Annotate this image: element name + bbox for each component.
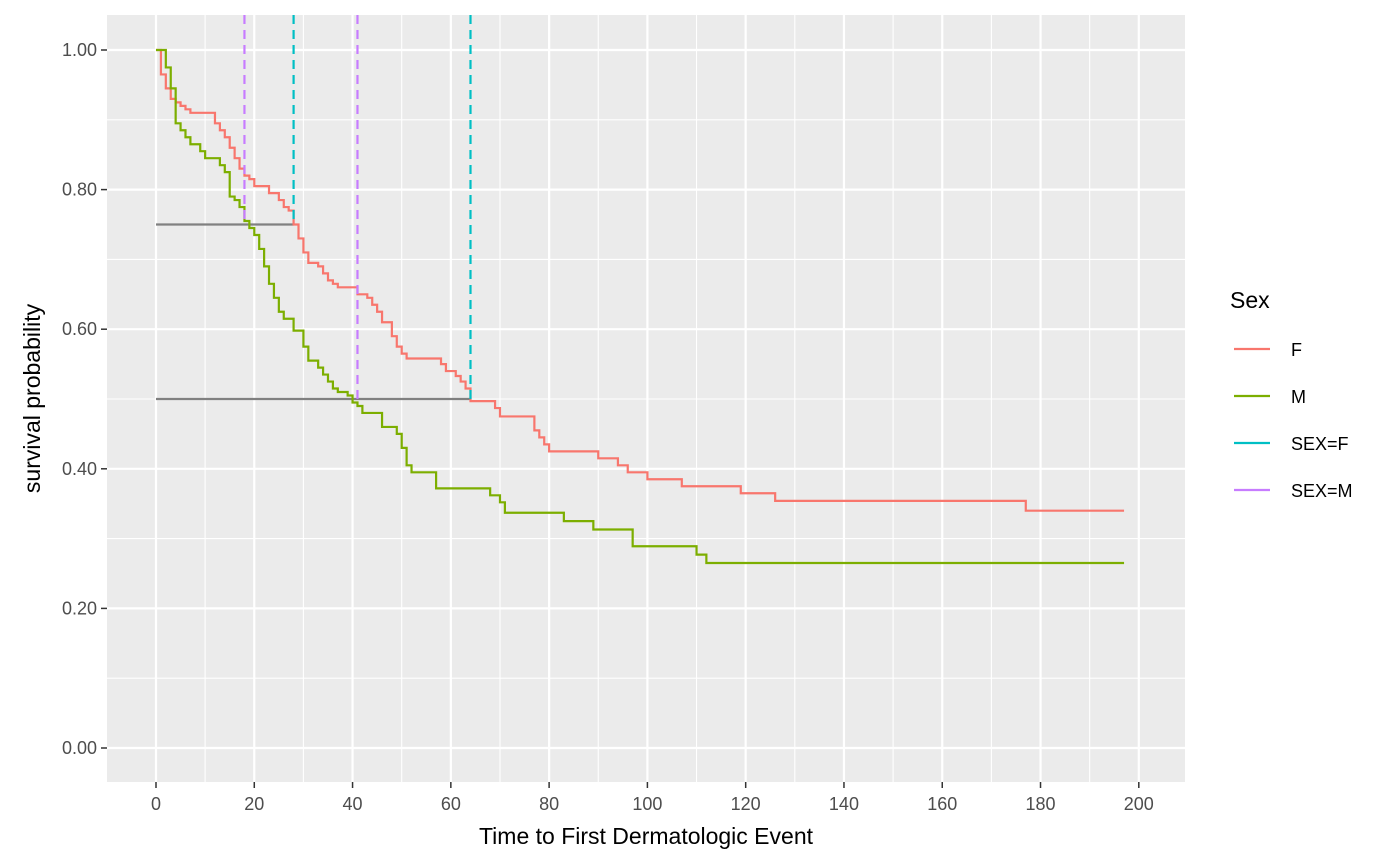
y-tick-label: 1.00 (62, 40, 97, 60)
legend: Sex F M SEX=F SEX=M (1230, 287, 1353, 501)
y-tick-label: 0.60 (62, 319, 97, 339)
y-tick-label: 0.80 (62, 180, 97, 200)
legend-label: SEX=F (1291, 434, 1349, 454)
minor-gridlines (107, 15, 1185, 782)
x-tick-label: 80 (539, 794, 559, 814)
x-tick-label: 0 (151, 794, 161, 814)
x-tick-label: 40 (343, 794, 363, 814)
survival-curves (156, 48, 1125, 565)
x-axis-title: Time to First Dermatologic Event (479, 823, 814, 849)
survival-curve-f (156, 48, 1125, 512)
median-dashed-lines (243, 15, 472, 399)
legend-label: M (1291, 387, 1306, 407)
y-axis: 0.00 0.20 0.40 0.60 0.80 1.00 (62, 40, 107, 758)
x-tick-label: 120 (731, 794, 761, 814)
y-tick-label: 0.20 (62, 598, 97, 618)
x-axis: 0 20 40 60 80 100 120 140 160 180 200 (151, 782, 1154, 814)
legend-label: F (1291, 340, 1302, 360)
x-tick-label: 160 (927, 794, 957, 814)
median-guides (156, 223, 471, 401)
x-tick-label: 100 (632, 794, 662, 814)
legend-label: SEX=M (1291, 481, 1353, 501)
x-tick-label: 20 (244, 794, 264, 814)
survival-curve-m (156, 48, 1125, 565)
y-axis-title: survival probability (19, 303, 45, 493)
x-tick-label: 60 (441, 794, 461, 814)
x-tick-label: 200 (1124, 794, 1154, 814)
legend-title: Sex (1230, 287, 1270, 313)
major-gridlines (107, 15, 1185, 782)
x-tick-label: 140 (829, 794, 859, 814)
y-tick-label: 0.40 (62, 459, 97, 479)
y-tick-label: 0.00 (62, 738, 97, 758)
x-tick-label: 180 (1025, 794, 1055, 814)
